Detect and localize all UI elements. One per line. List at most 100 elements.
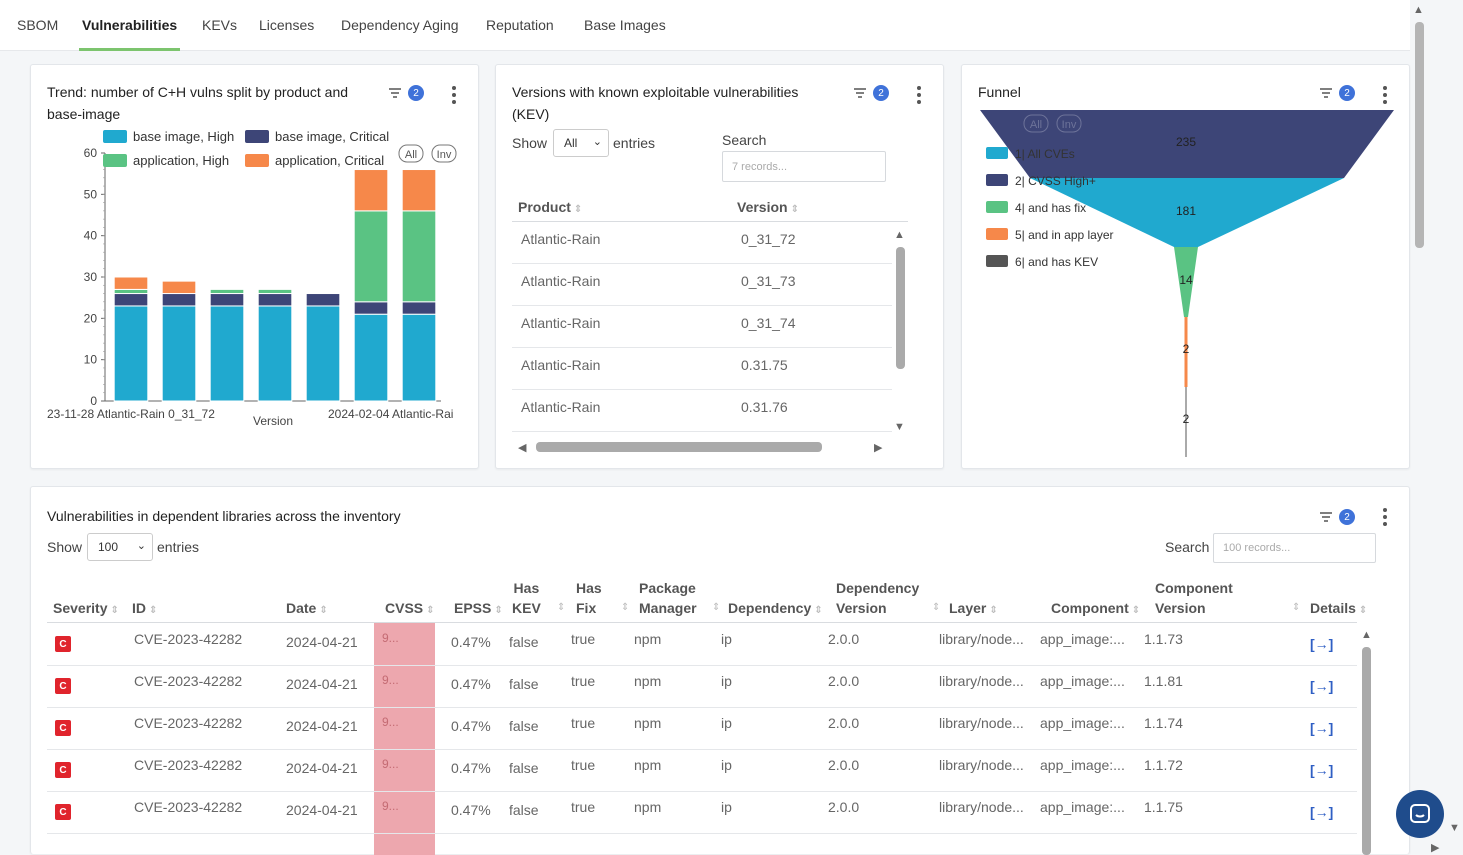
kev-scroll-up-icon[interactable]: ▲ <box>894 229 905 241</box>
vuln-scroll-up-icon[interactable]: ▲ <box>1361 629 1372 641</box>
legend-label[interactable]: application, High <box>133 153 229 168</box>
kev-scroll-down-icon[interactable]: ▼ <box>894 421 905 433</box>
bar-segment[interactable] <box>161 293 197 307</box>
funnel-all-button[interactable] <box>1023 114 1049 133</box>
bar-segment[interactable] <box>305 305 341 402</box>
legend-label[interactable]: application, Critical <box>275 153 384 168</box>
funnel-stage[interactable] <box>1030 178 1344 247</box>
col-component-version[interactable]: Component Version <box>1155 580 1233 616</box>
bar-segment[interactable] <box>257 293 293 307</box>
details-link-icon[interactable]: [→] <box>1310 762 1334 778</box>
funnel-stage[interactable] <box>980 110 1394 178</box>
legend-inv-button[interactable] <box>431 144 457 163</box>
kev-vertical-scroll-thumb[interactable] <box>896 247 905 369</box>
page-scroll-right-icon[interactable]: ▶ <box>1431 842 1440 854</box>
col-has-fix-sort-icon[interactable]: ⇕ <box>621 602 630 613</box>
funnel-stage[interactable] <box>1185 387 1187 457</box>
col-package-manager-sort-icon[interactable]: ⇕ <box>712 602 721 613</box>
bar-segment[interactable] <box>353 210 389 303</box>
bar-segment[interactable] <box>113 305 149 402</box>
tab-base-images[interactable]: Base Images <box>584 17 666 33</box>
trend-filter-button[interactable]: 2 <box>388 85 424 101</box>
funnel-inv-button[interactable] <box>1056 114 1082 133</box>
vuln-vertical-scroll-thumb[interactable] <box>1362 647 1371 855</box>
col-severity[interactable]: Severity ⇕ <box>53 600 119 616</box>
tab-sbom[interactable]: SBOM <box>17 17 59 33</box>
vuln-entries-select[interactable]: 100 ⌄ <box>87 533 153 561</box>
col-epss[interactable]: EPSS ⇕ <box>454 600 503 616</box>
legend-label[interactable]: base image, High <box>133 129 234 144</box>
funnel-more-icon[interactable] <box>1383 86 1387 104</box>
tab-kevs[interactable]: KEVs <box>202 17 238 33</box>
col-component[interactable]: Component ⇕ <box>1051 600 1141 616</box>
tab-licenses[interactable]: Licenses <box>259 17 315 33</box>
page-scroll-up-icon[interactable]: ▲ <box>1413 4 1424 16</box>
bar-segment[interactable] <box>113 288 149 295</box>
col-id[interactable]: ID ⇕ <box>132 600 158 616</box>
bar-segment[interactable] <box>113 276 149 290</box>
bar-segment[interactable] <box>257 288 293 295</box>
bar-segment[interactable] <box>257 305 293 402</box>
col-date[interactable]: Date ⇕ <box>286 600 328 616</box>
bar-segment[interactable] <box>401 169 437 212</box>
page-scroll-down-icon[interactable]: ▼ <box>1449 822 1460 834</box>
bar-segment[interactable] <box>353 301 389 315</box>
kev-filter-button[interactable]: 2 <box>853 85 889 101</box>
page-scrollbar-thumb[interactable] <box>1415 22 1424 248</box>
bar-segment[interactable] <box>161 305 197 402</box>
bar-segment[interactable] <box>353 313 389 402</box>
bar-segment[interactable] <box>161 280 197 295</box>
funnel-legend-label[interactable]: 5| and in app layer <box>1015 228 1114 242</box>
kev-horizontal-scroll-thumb[interactable] <box>536 442 822 452</box>
kev-entries-select[interactable]: All ⌄ <box>553 129 609 157</box>
trend-more-icon[interactable] <box>452 86 456 104</box>
kev-scroll-right-icon[interactable]: ▶ <box>874 442 883 454</box>
bar-segment[interactable] <box>305 293 341 307</box>
details-link-icon[interactable]: [→] <box>1310 720 1334 736</box>
bar-segment[interactable] <box>401 301 437 315</box>
vuln-more-icon[interactable] <box>1383 508 1387 526</box>
details-link-icon[interactable]: [→] <box>1310 636 1334 652</box>
funnel-stage[interactable] <box>1184 317 1188 387</box>
funnel-legend-label[interactable]: 6| and has KEV <box>1015 255 1098 269</box>
col-dependency[interactable]: Dependency ⇕ <box>728 600 823 616</box>
chat-launcher-button[interactable] <box>1396 790 1444 838</box>
col-details[interactable]: Details ⇕ <box>1310 600 1368 616</box>
col-cvss[interactable]: CVSS ⇕ <box>385 600 435 616</box>
col-dependency-version[interactable]: Dependency Version <box>836 580 920 616</box>
bar-segment[interactable] <box>353 169 389 212</box>
details-link-icon[interactable]: [→] <box>1310 678 1334 694</box>
kev-col-version[interactable]: Version ⇕ <box>737 199 799 215</box>
col-layer[interactable]: Layer ⇕ <box>949 600 998 616</box>
funnel-filter-button[interactable]: 2 <box>1319 85 1355 101</box>
col-has-kev[interactable]: Has KEV <box>512 580 541 616</box>
tab-vulnerabilities[interactable]: Vulnerabilities <box>82 17 178 33</box>
kev-more-icon[interactable] <box>917 86 921 104</box>
bar-segment[interactable] <box>113 293 149 307</box>
kev-col-product[interactable]: Product ⇕ <box>518 199 583 215</box>
col-has-fix[interactable]: Has Fix <box>576 580 602 616</box>
bar-segment[interactable] <box>401 210 437 303</box>
trend-title-line1: Trend: number of C+H vulns split by prod… <box>47 84 349 100</box>
col-has-kev-sort-icon[interactable]: ⇕ <box>557 602 566 613</box>
bar-segment[interactable] <box>209 305 245 402</box>
funnel-stage[interactable] <box>1174 247 1198 317</box>
bar-segment[interactable] <box>209 293 245 307</box>
col-package-manager[interactable]: Package Manager <box>639 580 697 616</box>
funnel-legend-label[interactable]: 4| and has fix <box>1015 201 1086 215</box>
funnel-legend-label[interactable]: 2| CVSS High+ <box>1015 174 1096 188</box>
legend-all-button[interactable] <box>398 144 424 163</box>
col-dependency-version-sort-icon[interactable]: ⇕ <box>932 602 941 613</box>
legend-label[interactable]: base image, Critical <box>275 129 389 144</box>
bar-segment[interactable] <box>401 313 437 402</box>
funnel-legend-label[interactable]: 1| All CVEs <box>1015 147 1075 161</box>
vuln-search-input[interactable]: 100 records... <box>1213 533 1376 563</box>
tab-reputation[interactable]: Reputation <box>486 17 554 33</box>
details-link-icon[interactable]: [→] <box>1310 804 1334 820</box>
vuln-filter-button[interactable]: 2 <box>1319 509 1355 525</box>
kev-scroll-left-icon[interactable]: ◀ <box>518 442 527 454</box>
tab-dependency-aging[interactable]: Dependency Aging <box>341 17 459 33</box>
kev-search-input[interactable]: 7 records... <box>722 151 886 182</box>
col-component-version-sort-icon[interactable]: ⇕ <box>1292 602 1301 613</box>
bar-segment[interactable] <box>209 288 245 295</box>
